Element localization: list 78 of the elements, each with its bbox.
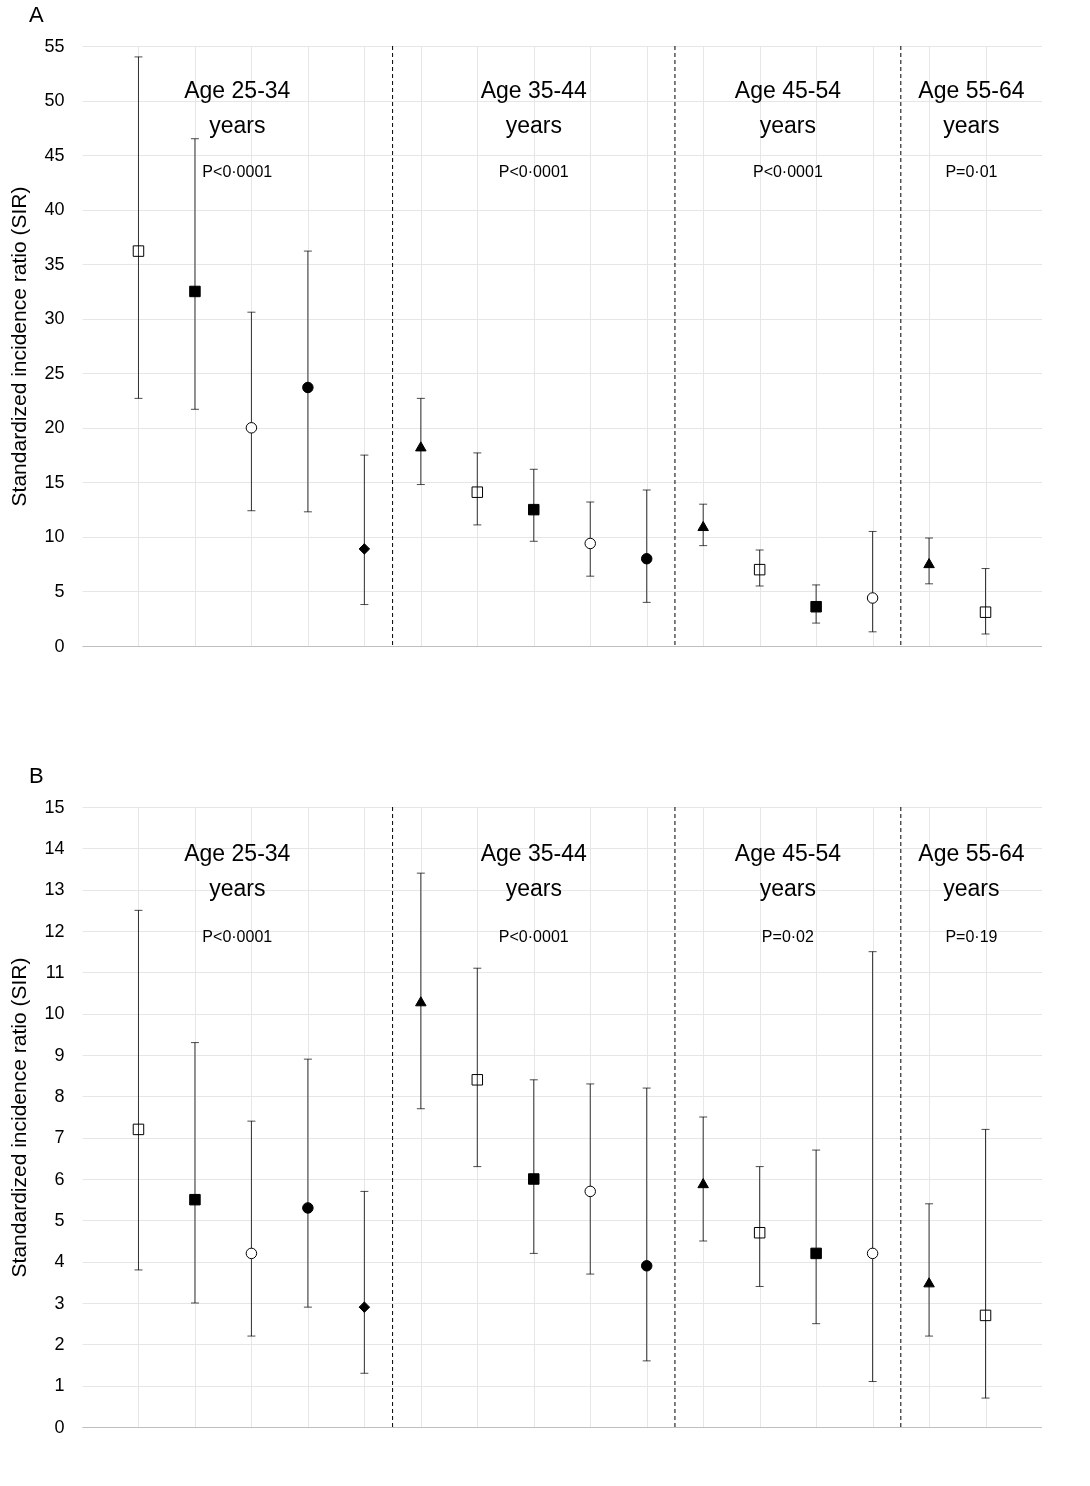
point [302,1202,314,1214]
y-tick-label: 6 [54,1168,65,1189]
point [753,563,766,576]
annotation: P=0·01 [945,163,998,180]
y-tick-label: 2 [54,1333,65,1354]
annotation: Age 25-34 years [184,839,291,901]
y-tick-label: 30 [44,308,65,329]
y-tick-label: 13 [44,879,65,900]
point [415,996,427,1007]
point [189,1193,201,1206]
point [302,381,314,394]
y-axis-title: Standardized incidence ratio (SIR) [7,957,31,1278]
y-tick-label: 12 [44,920,65,941]
annotation: P<0·0001 [202,163,273,180]
y-tick-label: 55 [44,35,65,56]
chart-title: A [28,2,44,27]
y-tick-label: 20 [44,417,65,438]
point [697,520,709,532]
y-tick-label: 1 [54,1375,65,1396]
annotation: Age 35-44 years [480,77,588,138]
y-tick-label: 40 [44,199,65,220]
point [358,543,371,555]
annotation: P<0·0001 [202,928,273,946]
annotation: Age 55-64 years [918,77,1025,138]
point [810,1247,822,1260]
point [979,606,992,618]
annotation: P=0·02 [761,928,814,946]
y-axis-title: Standardized incidence ratio (SIR) [7,186,31,507]
y-tick-label: 35 [44,253,65,274]
y-tick-label: 5 [54,580,65,601]
point [358,1301,371,1313]
y-tick-label: 7 [54,1127,65,1148]
annotation: Age 45-54 years [734,839,842,901]
y-tick-label: 0 [54,1416,65,1437]
y-tick-label: 50 [44,90,65,111]
annotation: Age 55-64 years [918,839,1025,901]
point [132,245,145,257]
y-tick-label: 9 [54,1044,65,1065]
point [584,537,596,550]
point [923,558,935,569]
y-tick-label: 15 [44,796,65,817]
point [866,592,879,604]
chart-title: B [28,763,44,788]
point [415,441,427,452]
y-tick-label: 5 [54,1209,65,1230]
annotation: Age 45-54 years [734,77,842,138]
y-tick-label: 8 [54,1085,65,1106]
y-tick-label: 10 [44,1003,65,1024]
y-tick-label: 25 [44,362,65,383]
point [471,1074,484,1086]
point [810,600,822,613]
point [923,1277,935,1288]
point [245,1247,258,1260]
point [640,1260,653,1272]
y-tick-label: 10 [44,526,65,547]
annotation: Age 35-44 years [480,839,588,901]
point [640,552,653,565]
point [528,503,540,516]
point [697,1178,709,1189]
annotation: P=0·19 [945,928,998,946]
y-tick-label: 15 [44,471,65,492]
point [866,1247,879,1260]
point [753,1226,766,1239]
y-tick-label: 14 [44,837,65,858]
annotation: Age 25-34 years [184,77,291,138]
y-tick-label: 45 [44,144,65,165]
annotation: P<0·0001 [752,163,823,180]
annotation: P<0·0001 [498,163,569,180]
y-tick-label: 3 [54,1292,65,1313]
annotation: P<0·0001 [498,928,569,946]
point [189,285,201,298]
y-tick-label: 11 [45,961,65,982]
point [471,486,484,498]
point [584,1185,596,1198]
point [528,1173,540,1185]
point [245,422,258,434]
y-tick-label: 4 [54,1251,65,1272]
y-tick-label: 0 [54,635,65,656]
